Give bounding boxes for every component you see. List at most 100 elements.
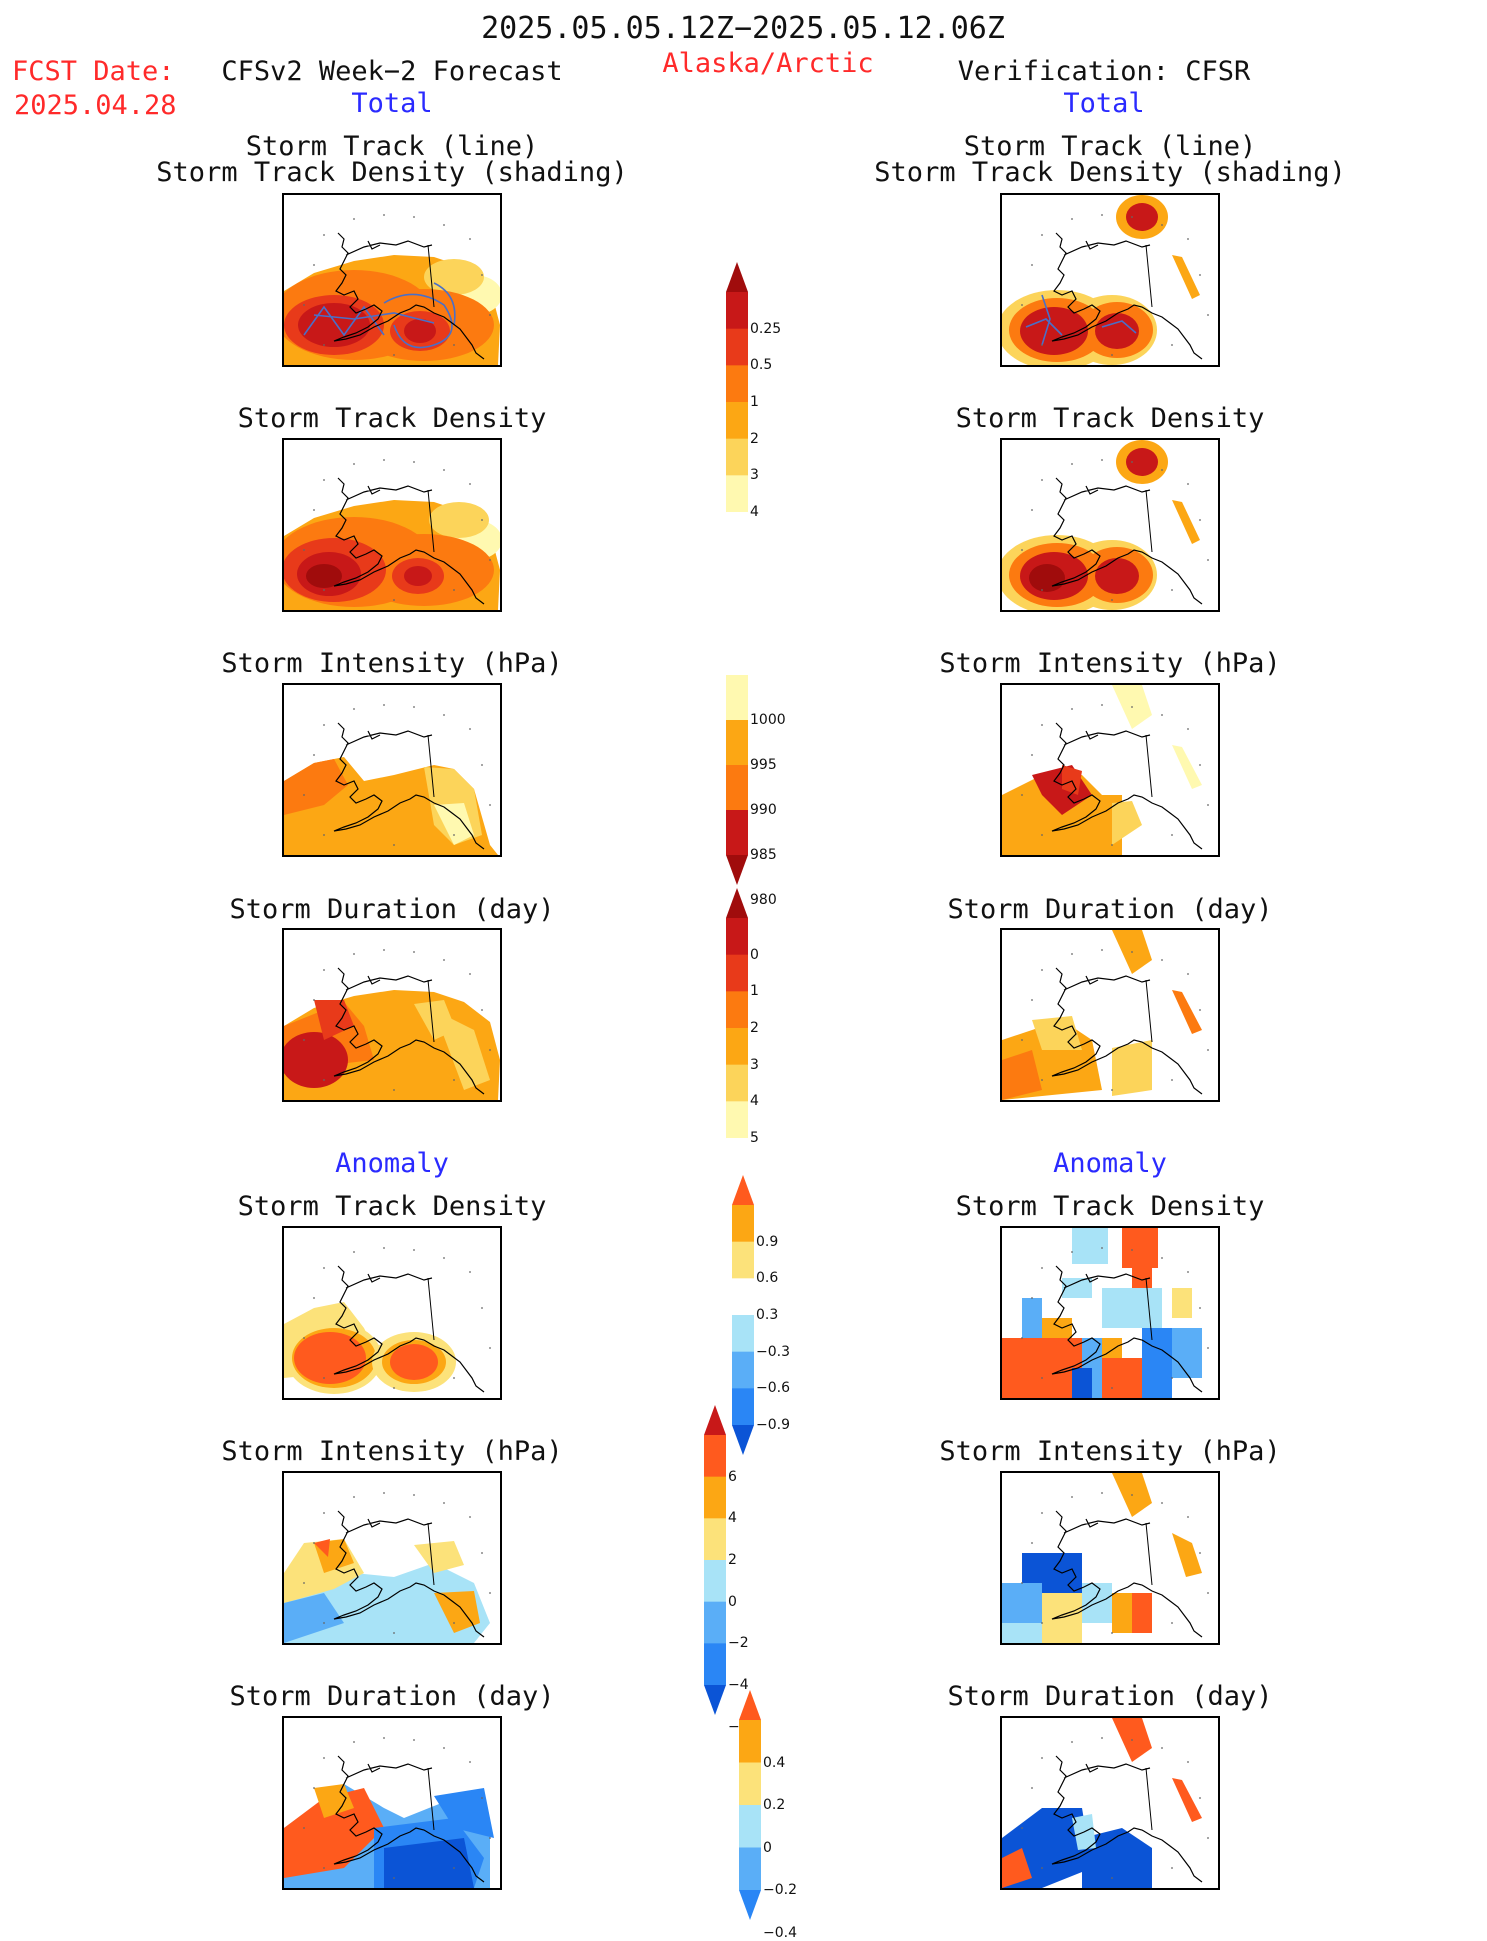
shade-region xyxy=(1062,765,1082,795)
colorbar-segment xyxy=(726,1028,748,1066)
grid-dot xyxy=(1041,1079,1043,1081)
grid-dot xyxy=(1041,589,1043,591)
left-title-track-shading: Storm Track Density (shading) xyxy=(156,157,628,188)
grid-dot xyxy=(481,1797,483,1799)
colorbar-duration-anom: 0.4 0.2 0 −0.2 −0.4 xyxy=(733,1690,813,1941)
country-border xyxy=(1145,244,1153,308)
grid-dot xyxy=(1041,1267,1043,1269)
map-fcst-intensity-anom xyxy=(282,1471,502,1645)
colorbar-tick-label: 1000 xyxy=(750,712,786,728)
coastline xyxy=(333,722,485,850)
map-fcst-track xyxy=(282,193,502,367)
shade-region xyxy=(1020,307,1088,355)
colorbar-segment xyxy=(726,720,748,766)
anomaly-left-label: Anomaly xyxy=(335,1148,449,1179)
map-verif-duration-anom xyxy=(1000,1716,1220,1890)
colorbar-svg xyxy=(726,888,748,1168)
shade-region xyxy=(429,502,489,538)
grid-dot xyxy=(489,1049,491,1051)
grid-dot xyxy=(1171,1377,1173,1379)
right-title-track-shading: Storm Track Density (shading) xyxy=(874,157,1346,188)
grid-dot xyxy=(1161,469,1163,471)
map-fcst-density xyxy=(282,438,502,612)
colorbar-tick-label: 0.9 xyxy=(756,1233,779,1250)
right-title-intensity: Storm Intensity (hPa) xyxy=(939,648,1281,679)
grid-dot xyxy=(353,708,355,710)
grid-dot xyxy=(1171,589,1173,591)
shade-region xyxy=(1172,500,1200,544)
shade-region xyxy=(1126,448,1158,476)
colorbar-cap xyxy=(704,1405,726,1435)
shade-region xyxy=(434,803,474,845)
grid-dot xyxy=(383,214,385,216)
grid-dot xyxy=(1031,264,1033,266)
grid-dot xyxy=(443,959,445,961)
grid-dot xyxy=(1021,1827,1023,1829)
right-title-intensity-anom: Storm Intensity (hPa) xyxy=(939,1436,1281,1467)
grid-dot xyxy=(313,1542,315,1544)
grid-dot xyxy=(393,1632,395,1634)
colorbar-tick-label: 4 xyxy=(728,1510,737,1527)
grid-dot xyxy=(1187,483,1189,485)
grid-dot xyxy=(1187,238,1189,240)
grid-dot xyxy=(383,1247,385,1249)
grid-dot xyxy=(323,1757,325,1759)
grid-dot xyxy=(481,1552,483,1554)
storm-track-line xyxy=(1041,294,1051,346)
map-verif-density-anom xyxy=(1000,1226,1220,1400)
grid-dot xyxy=(1171,344,1173,346)
model-title: CFSv2 Week−2 Forecast xyxy=(221,56,563,87)
grid-dot xyxy=(489,1347,491,1349)
colorbar-tick-label: 3 xyxy=(750,467,759,484)
grid-dot xyxy=(1199,764,1201,766)
grid-dot xyxy=(1161,714,1163,716)
colorbar-tick-label: 995 xyxy=(750,757,777,773)
fcst-date-label: FCST Date: xyxy=(12,56,175,87)
shade-cell xyxy=(1002,1583,1042,1623)
grid-dot xyxy=(1101,949,1103,951)
colorbar-segment xyxy=(732,1315,754,1353)
grid-dot xyxy=(323,1512,325,1514)
grid-dot xyxy=(1207,559,1209,561)
grid-dot xyxy=(1021,1039,1023,1041)
grid-dot xyxy=(313,754,315,756)
colorbar-tick-label: 0.25 xyxy=(750,320,782,337)
shade-region xyxy=(294,1332,366,1384)
coastline xyxy=(333,232,485,360)
grid-dot xyxy=(1131,706,1133,708)
grid-dot xyxy=(1187,1761,1189,1763)
map-fcst-intensity xyxy=(282,683,502,857)
grid-dot xyxy=(1041,1512,1043,1514)
colorbar-segment xyxy=(726,365,748,403)
grid-dot xyxy=(453,1079,455,1081)
region-title: Alaska/Arctic xyxy=(662,48,874,79)
shade-region xyxy=(1172,1778,1202,1822)
grid-dot xyxy=(1161,959,1163,961)
grid-dot xyxy=(1031,1542,1033,1544)
grid-dot xyxy=(323,1267,325,1269)
shade-cell xyxy=(1132,1268,1152,1288)
map-verif-intensity xyxy=(1000,683,1220,857)
shade-region xyxy=(1172,255,1200,299)
shade-region xyxy=(384,1838,474,1888)
grid-dot xyxy=(1171,1079,1173,1081)
map-verif-intensity-anom xyxy=(1000,1471,1220,1645)
grid-dot xyxy=(303,549,305,551)
grid-dot xyxy=(1199,1552,1201,1554)
grid-dot xyxy=(1207,1049,1209,1051)
shade-cell xyxy=(1072,1368,1092,1398)
shade-region xyxy=(1082,1828,1152,1888)
grid-dot xyxy=(1071,1496,1073,1498)
colorbar-cap xyxy=(732,1175,754,1205)
grid-dot xyxy=(1207,1837,1209,1839)
grid-dot xyxy=(413,951,415,953)
grid-dot xyxy=(393,1089,395,1091)
grid-dot xyxy=(469,483,471,485)
grid-dot xyxy=(1161,224,1163,226)
map-canvas xyxy=(1002,440,1209,610)
grid-dot xyxy=(1131,1249,1133,1251)
grid-dot xyxy=(313,509,315,511)
map-canvas xyxy=(284,459,500,610)
grid-dot xyxy=(453,1377,455,1379)
colorbar-segment xyxy=(732,1351,754,1389)
